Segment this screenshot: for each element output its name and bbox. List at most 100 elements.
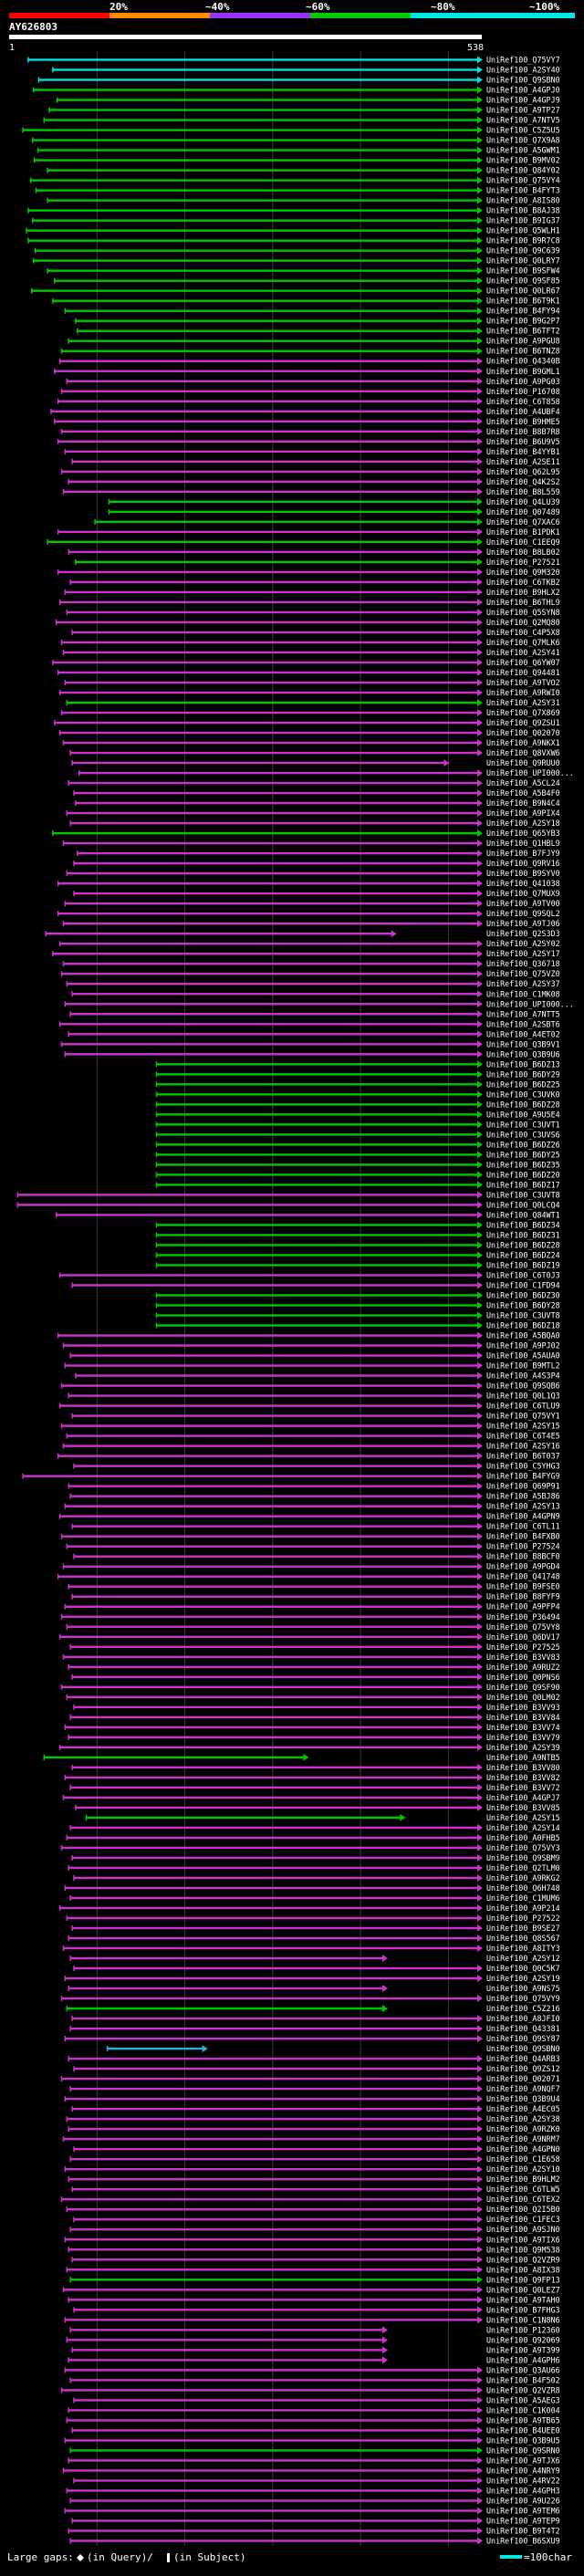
hit-bar[interactable] xyxy=(61,1846,478,1850)
hit-label[interactable]: UniRef100_A2SY15 xyxy=(486,1422,560,1431)
hit-row[interactable]: UniRef100_Q9RV16 xyxy=(73,859,560,868)
hit-row[interactable]: UniRef100_A8IX38 xyxy=(66,2265,560,2274)
hit-bar[interactable] xyxy=(59,731,478,735)
hit-bar[interactable] xyxy=(74,2218,478,2221)
hit-label[interactable]: UniRef100_Q2S3D3 xyxy=(486,929,560,938)
hit-row[interactable]: UniRef100_A2SY17 xyxy=(52,949,560,958)
hit-label[interactable]: UniRef100_B9HLX2 xyxy=(486,588,560,597)
hit-row[interactable]: UniRef100_C6TEX2 xyxy=(60,2195,560,2204)
hit-label[interactable]: UniRef100_C1N8N6 xyxy=(486,2315,560,2324)
hit-bar[interactable] xyxy=(74,2309,478,2311)
hit-bar[interactable] xyxy=(70,1716,478,1719)
hit-label[interactable]: UniRef100_A9PFP4 xyxy=(486,1602,560,1611)
hit-bar[interactable] xyxy=(61,1997,478,2000)
hit-bar[interactable] xyxy=(44,119,479,121)
hit-bar[interactable] xyxy=(57,400,479,402)
hit-bar[interactable] xyxy=(68,1033,479,1036)
hit-label[interactable]: UniRef100_A9PG03 xyxy=(486,377,560,386)
hit-label[interactable]: UniRef100_C6TLU9 xyxy=(486,1402,560,1411)
hit-row[interactable]: UniRef100_B6DZ18 xyxy=(155,1321,560,1330)
hit-row[interactable]: UniRef100_P36494 xyxy=(60,1612,560,1622)
hit-bar[interactable] xyxy=(67,610,478,614)
hit-label[interactable]: UniRef100_B9HME5 xyxy=(486,417,560,426)
hit-bar[interactable] xyxy=(67,811,478,815)
hit-bar[interactable] xyxy=(68,1665,479,1668)
hit-label[interactable]: UniRef100_A9PJ02 xyxy=(486,1341,560,1351)
hit-label[interactable]: UniRef100_B6TNZ8 xyxy=(486,347,560,356)
hit-label[interactable]: UniRef100_B8AJ38 xyxy=(486,206,560,215)
hit-label[interactable]: UniRef100_B6SXU9 xyxy=(486,2536,560,2545)
hit-bar[interactable] xyxy=(74,1465,478,1467)
hit-label[interactable]: UniRef100_Q6YW07 xyxy=(486,658,560,667)
hit-row[interactable]: UniRef100_P27521 xyxy=(75,558,560,567)
hit-bar[interactable] xyxy=(68,1987,384,1990)
hit-label[interactable]: UniRef100_B6DZ19 xyxy=(486,1260,560,1269)
hit-label[interactable]: UniRef100_Q9ZSU1 xyxy=(486,718,560,727)
hit-bar[interactable] xyxy=(68,1736,479,1739)
hit-row[interactable]: UniRef100_B6DY28 xyxy=(155,1301,560,1310)
hit-label[interactable]: UniRef100_B6DZ26 xyxy=(486,1140,560,1149)
hit-label[interactable]: UniRef100_B4F502 xyxy=(486,2375,560,2384)
hit-bar[interactable] xyxy=(68,1485,479,1487)
hit-bar[interactable] xyxy=(70,1645,478,1648)
hit-bar[interactable] xyxy=(57,1334,479,1337)
hit-bar[interactable] xyxy=(72,460,478,464)
hit-row[interactable]: UniRef100_A9NS75 xyxy=(68,1984,560,1993)
hit-row[interactable]: UniRef100_C6T4E5 xyxy=(66,1432,560,1441)
hit-label[interactable]: UniRef100_A9NKX1 xyxy=(486,738,560,747)
hit-row[interactable]: UniRef100_A4S3P4 xyxy=(75,1371,560,1381)
hit-bar[interactable] xyxy=(72,1595,478,1598)
hit-label[interactable]: UniRef100_A2SY19 xyxy=(486,1974,560,1983)
hit-label[interactable]: UniRef100_A9TP27 xyxy=(486,106,560,115)
hit-bar[interactable] xyxy=(67,2489,478,2492)
hit-row[interactable]: UniRef100_Q36718 xyxy=(62,959,560,968)
hit-row[interactable]: UniRef100_B9MTL2 xyxy=(64,1361,560,1371)
hit-bar[interactable] xyxy=(68,1394,479,1397)
hit-bar[interactable] xyxy=(65,1976,478,1980)
hit-bar[interactable] xyxy=(61,2077,478,2081)
hit-bar[interactable] xyxy=(68,2299,479,2301)
hit-label[interactable]: UniRef100_A9RKG2 xyxy=(486,1873,560,1882)
hit-bar[interactable] xyxy=(74,892,478,895)
hit-bar[interactable] xyxy=(44,1756,305,1759)
hit-row[interactable]: UniRef100_Q75VY7 xyxy=(27,56,560,65)
hit-row[interactable]: UniRef100_Q75VY3 xyxy=(60,1843,560,1852)
hit-bar[interactable] xyxy=(57,881,479,885)
hit-bar[interactable] xyxy=(67,2208,478,2211)
hit-label[interactable]: UniRef100_B6DZ28 xyxy=(486,1100,560,1109)
hit-bar[interactable] xyxy=(156,1314,479,1317)
hit-label[interactable]: UniRef100_C5Z216 xyxy=(486,2004,560,2013)
hit-bar[interactable] xyxy=(32,139,479,141)
hit-bar[interactable] xyxy=(32,289,479,292)
hit-row[interactable]: UniRef100_B3VV72 xyxy=(69,1783,560,1792)
hit-bar[interactable] xyxy=(65,902,478,905)
hit-bar[interactable] xyxy=(68,2178,479,2181)
hit-row[interactable]: UniRef100_C3UVT8 xyxy=(16,1190,560,1199)
hit-row[interactable]: UniRef100_A5B4F0 xyxy=(73,788,560,798)
hit-row[interactable]: UniRef100_A9RWI0 xyxy=(58,688,560,697)
hit-row[interactable]: UniRef100_B3VV82 xyxy=(64,1773,560,1782)
hit-label[interactable]: UniRef100_A2SY12 xyxy=(486,1954,560,1963)
hit-bar[interactable] xyxy=(70,2379,478,2382)
hit-bar[interactable] xyxy=(68,550,479,554)
hit-row[interactable]: UniRef100_A2SY19 xyxy=(64,1974,560,1983)
hit-row[interactable]: UniRef100_Q84WT1 xyxy=(55,1210,560,1219)
hit-bar[interactable] xyxy=(68,2057,479,2060)
hit-bar[interactable] xyxy=(32,219,479,222)
hit-label[interactable]: UniRef100_B6DY29 xyxy=(486,1069,560,1079)
hit-row[interactable]: UniRef100_Q9SBN0 xyxy=(37,76,560,85)
hit-label[interactable]: UniRef100_B4YYB1 xyxy=(486,447,560,456)
hit-label[interactable]: UniRef100_A9RWI0 xyxy=(486,688,560,697)
hit-label[interactable]: UniRef100_A2SY38 xyxy=(486,2114,560,2123)
hit-row[interactable]: UniRef100_A2SY18 xyxy=(69,819,560,828)
hit-row[interactable]: UniRef100_B6DZ19 xyxy=(155,1260,560,1269)
hit-label[interactable]: UniRef100_C1MK08 xyxy=(486,989,560,998)
hit-label[interactable]: UniRef100_C4P5X8 xyxy=(486,628,560,637)
hit-label[interactable]: UniRef100_Q9FP13 xyxy=(486,2275,560,2284)
hit-bar[interactable] xyxy=(28,58,478,61)
hit-label[interactable]: UniRef100_Q3B9U6 xyxy=(486,1049,560,1059)
hit-row[interactable]: UniRef100_Q92069 xyxy=(66,2335,560,2344)
hit-label[interactable]: UniRef100_Q9SY87 xyxy=(486,2034,560,2043)
hit-row[interactable]: UniRef100_A5GWM1 xyxy=(36,146,560,155)
hit-row[interactable]: UniRef100_B6DZ28 xyxy=(155,1100,560,1109)
